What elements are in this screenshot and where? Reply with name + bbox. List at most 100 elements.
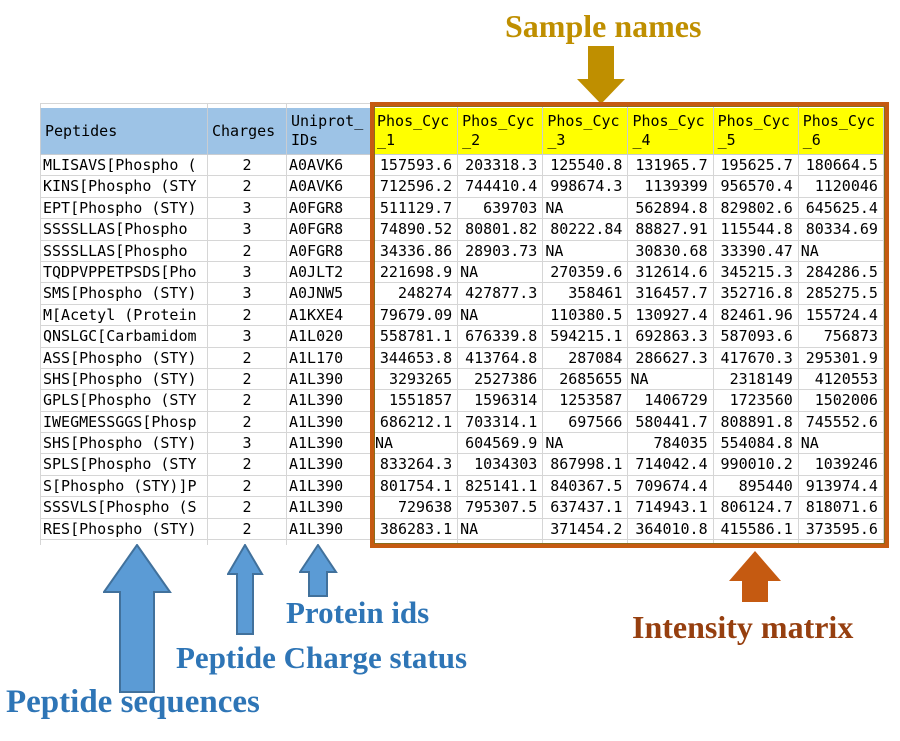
column-header-sample[interactable]: Phos_Cyc _4 [628, 108, 714, 155]
cell-intensity[interactable]: 180664.5 [798, 155, 884, 177]
cell-intensity[interactable]: 358461 [543, 283, 629, 305]
cell-intensity[interactable]: 639703 [458, 197, 544, 220]
cell-intensity[interactable]: 34336.86 [373, 240, 459, 262]
cell-intensity[interactable]: NA [458, 518, 544, 541]
cell-peptide[interactable]: QNSLGC[Carbamidom [40, 326, 208, 348]
cell-intensity[interactable]: 344653.8 [373, 347, 459, 369]
column-header-sample[interactable]: Phos_Cyc _3 [543, 108, 629, 155]
cell-intensity[interactable]: 285275.5 [798, 283, 884, 305]
cell-intensity[interactable]: 756873 [798, 326, 884, 348]
cell-charge[interactable]: 2 [208, 390, 287, 412]
cell-intensity[interactable]: 562894.8 [628, 197, 714, 220]
cell-intensity[interactable]: 554084.8 [713, 433, 799, 455]
cell-intensity[interactable]: 3293265 [373, 368, 459, 391]
cell-uniprot[interactable]: A1L020 [287, 326, 373, 348]
cell-intensity[interactable]: 386283.1 [373, 518, 459, 541]
cell-intensity[interactable]: NA [798, 240, 884, 262]
cell-intensity[interactable]: 712596.2 [373, 176, 459, 198]
cell-intensity[interactable]: 316457.7 [628, 283, 714, 305]
cell-peptide[interactable]: M[Acetyl (Protein [40, 304, 208, 327]
cell-intensity[interactable]: 745552.6 [798, 411, 884, 434]
cell-charge[interactable]: 2 [208, 411, 287, 434]
cell-uniprot[interactable]: A1L390 [287, 454, 373, 476]
cell-uniprot[interactable]: A1L390 [287, 390, 373, 412]
cell-intensity[interactable]: 2527386 [458, 368, 544, 391]
cell-intensity[interactable]: 1139399 [628, 176, 714, 198]
column-header-uniprot[interactable]: Uniprot_ IDs [287, 108, 373, 155]
cell-charge[interactable]: 3 [208, 326, 287, 348]
cell-charge[interactable]: 3 [208, 283, 287, 305]
cell-intensity[interactable]: 221698.9 [373, 261, 459, 284]
cell-intensity[interactable]: 82461.96 [713, 304, 799, 327]
cell-intensity[interactable]: 80334.69 [798, 219, 884, 241]
cell-peptide[interactable]: SHS[Phospho (STY) [40, 368, 208, 391]
cell-intensity[interactable]: NA [543, 240, 629, 262]
cell-intensity[interactable]: 1502006 [798, 390, 884, 412]
cell-intensity[interactable]: 714943.1 [628, 497, 714, 519]
cell-charge[interactable]: 2 [208, 454, 287, 476]
cell-intensity[interactable]: 33390.47 [713, 240, 799, 262]
cell-uniprot[interactable]: A1L390 [287, 475, 373, 498]
cell-intensity[interactable]: 413764.8 [458, 347, 544, 369]
column-header-sample[interactable]: Phos_Cyc _1 [373, 108, 459, 155]
cell-peptide[interactable]: SSSVLS[Phospho (S [40, 497, 208, 519]
column-header-sample[interactable]: Phos_Cyc _5 [713, 108, 799, 155]
cell-intensity[interactable]: 88827.91 [628, 219, 714, 241]
cell-peptide[interactable]: RES[Phospho (STY) [40, 518, 208, 541]
cell-intensity[interactable]: NA [628, 368, 714, 391]
cell-intensity[interactable]: 795307.5 [458, 497, 544, 519]
cell-peptide[interactable]: SMS[Phospho (STY) [40, 283, 208, 305]
cell-intensity[interactable]: 709674.4 [628, 475, 714, 498]
cell-charge[interactable]: 2 [208, 176, 287, 198]
cell-intensity[interactable]: 990010.2 [713, 454, 799, 476]
cell-uniprot[interactable]: A1L390 [287, 518, 373, 541]
cell-intensity[interactable]: 714042.4 [628, 454, 714, 476]
cell-intensity[interactable]: 352716.8 [713, 283, 799, 305]
cell-intensity[interactable]: 373595.6 [798, 518, 884, 541]
cell-intensity[interactable]: 155724.4 [798, 304, 884, 327]
cell-uniprot[interactable]: A0AVK6 [287, 176, 373, 198]
cell-intensity[interactable]: 840367.5 [543, 475, 629, 498]
cell-charge[interactable]: 2 [208, 497, 287, 519]
cell-intensity[interactable]: 998674.3 [543, 176, 629, 198]
cell-intensity[interactable]: 74890.52 [373, 219, 459, 241]
cell-charge[interactable]: 3 [208, 433, 287, 455]
cell-intensity[interactable]: 364010.8 [628, 518, 714, 541]
cell-intensity[interactable]: 913974.4 [798, 475, 884, 498]
cell-peptide[interactable]: EPT[Phospho (STY) [40, 197, 208, 220]
cell-intensity[interactable]: 829802.6 [713, 197, 799, 220]
cell-intensity[interactable]: 511129.7 [373, 197, 459, 220]
cell-charge[interactable]: 2 [208, 518, 287, 541]
cell-peptide[interactable]: S[Phospho (STY)]P [40, 475, 208, 498]
cell-intensity[interactable]: 676339.8 [458, 326, 544, 348]
cell-intensity[interactable]: NA [798, 433, 884, 455]
cell-intensity[interactable]: 130927.4 [628, 304, 714, 327]
column-header-sample[interactable]: Phos_Cyc _2 [458, 108, 544, 155]
cell-charge[interactable]: 3 [208, 219, 287, 241]
cell-intensity[interactable]: 833264.3 [373, 454, 459, 476]
cell-intensity[interactable]: 110380.5 [543, 304, 629, 327]
cell-charge[interactable]: 2 [208, 240, 287, 262]
cell-intensity[interactable]: 1034303 [458, 454, 544, 476]
cell-intensity[interactable]: 645625.4 [798, 197, 884, 220]
cell-charge[interactable]: 2 [208, 304, 287, 327]
cell-intensity[interactable]: 801754.1 [373, 475, 459, 498]
cell-intensity[interactable]: 2318149 [713, 368, 799, 391]
cell-peptide[interactable]: SSSSLLAS[Phospho [40, 240, 208, 262]
cell-intensity[interactable]: 30830.68 [628, 240, 714, 262]
column-header-peptides[interactable]: Peptides [40, 108, 208, 155]
cell-charge[interactable]: 2 [208, 368, 287, 391]
cell-intensity[interactable]: 157593.6 [373, 155, 459, 177]
cell-charge[interactable]: 3 [208, 197, 287, 220]
cell-intensity[interactable]: 427877.3 [458, 283, 544, 305]
cell-intensity[interactable]: 637437.1 [543, 497, 629, 519]
cell-intensity[interactable]: 867998.1 [543, 454, 629, 476]
cell-peptide[interactable]: SHS[Phospho (STY) [40, 433, 208, 455]
cell-intensity[interactable]: 286627.3 [628, 347, 714, 369]
cell-peptide[interactable]: SPLS[Phospho (STY [40, 454, 208, 476]
cell-intensity[interactable]: NA [543, 433, 629, 455]
cell-charge[interactable]: 2 [208, 155, 287, 177]
cell-intensity[interactable]: 417670.3 [713, 347, 799, 369]
cell-intensity[interactable]: 203318.3 [458, 155, 544, 177]
cell-uniprot[interactable]: A1KXE4 [287, 304, 373, 327]
